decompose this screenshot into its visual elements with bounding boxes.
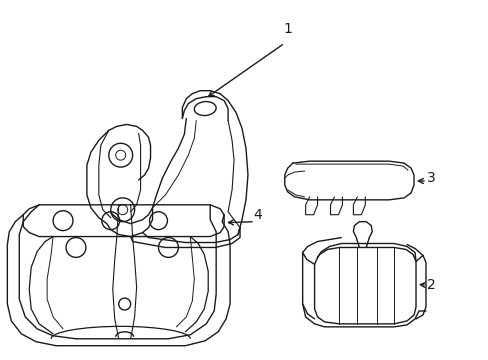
Text: 3: 3 [426,171,434,185]
Text: 1: 1 [283,22,292,36]
Text: 4: 4 [253,208,262,222]
Text: 2: 2 [426,278,434,292]
